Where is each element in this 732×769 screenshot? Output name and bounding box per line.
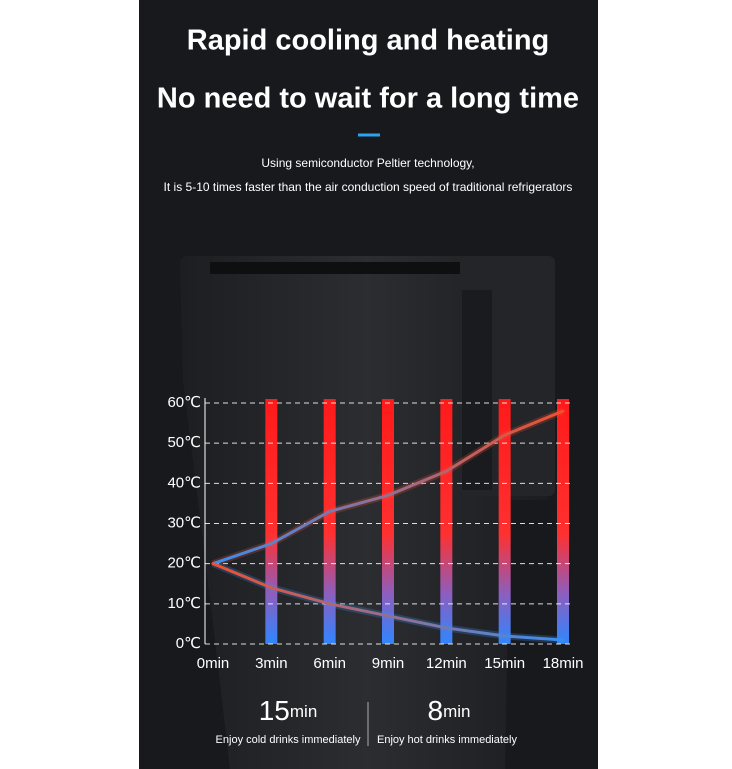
description: Using semiconductor Peltier technology, xyxy=(261,156,474,170)
stat-value: 15 xyxy=(259,695,290,726)
series-line xyxy=(211,562,565,642)
stat: 8min xyxy=(428,695,471,726)
description: It is 5-10 times faster than the air con… xyxy=(164,180,573,194)
decor-bar xyxy=(498,399,511,644)
stat-caption: Enjoy cold drinks immediately xyxy=(216,734,361,746)
subtitle: No need to wait for a long time xyxy=(157,83,579,115)
decor-bar xyxy=(382,399,394,644)
series-line xyxy=(211,409,565,566)
title: Rapid cooling and heating xyxy=(187,25,550,57)
x-tick-label: 6min xyxy=(313,655,346,672)
y-tick-label: 30℃ xyxy=(167,514,201,531)
x-tick-label: 3min xyxy=(255,655,288,672)
stat-value: 8 xyxy=(428,695,444,726)
stat-unit: min xyxy=(290,702,317,721)
chart: 0℃ 10℃ 20℃ 30℃ 40℃ 50℃ 60℃ 0min 3min 6min 9min 12mi… xyxy=(167,394,583,672)
y-tick-label: 20℃ xyxy=(167,555,201,572)
x-tick-label: 12min xyxy=(426,655,467,672)
y-tick-label: 10℃ xyxy=(167,595,201,612)
y-tick-label: 60℃ xyxy=(167,394,201,411)
x-tick-label: 15min xyxy=(484,655,525,672)
x-tick-label: 18min xyxy=(543,655,584,672)
stat-unit: min xyxy=(443,702,470,721)
decor-bar xyxy=(440,399,453,644)
y-tick-label: 50℃ xyxy=(167,434,201,451)
y-tick-label: 40℃ xyxy=(167,474,201,491)
y-tick-label: 0℃ xyxy=(176,635,201,652)
decor-bar xyxy=(265,399,278,644)
decor-bar xyxy=(557,399,569,644)
stat: 15min xyxy=(259,695,318,726)
decor-bar xyxy=(323,399,336,644)
x-tick-label: 0min xyxy=(197,655,230,672)
x-tick-label: 9min xyxy=(372,655,405,672)
stat-caption: Enjoy hot drinks immediately xyxy=(377,734,518,746)
